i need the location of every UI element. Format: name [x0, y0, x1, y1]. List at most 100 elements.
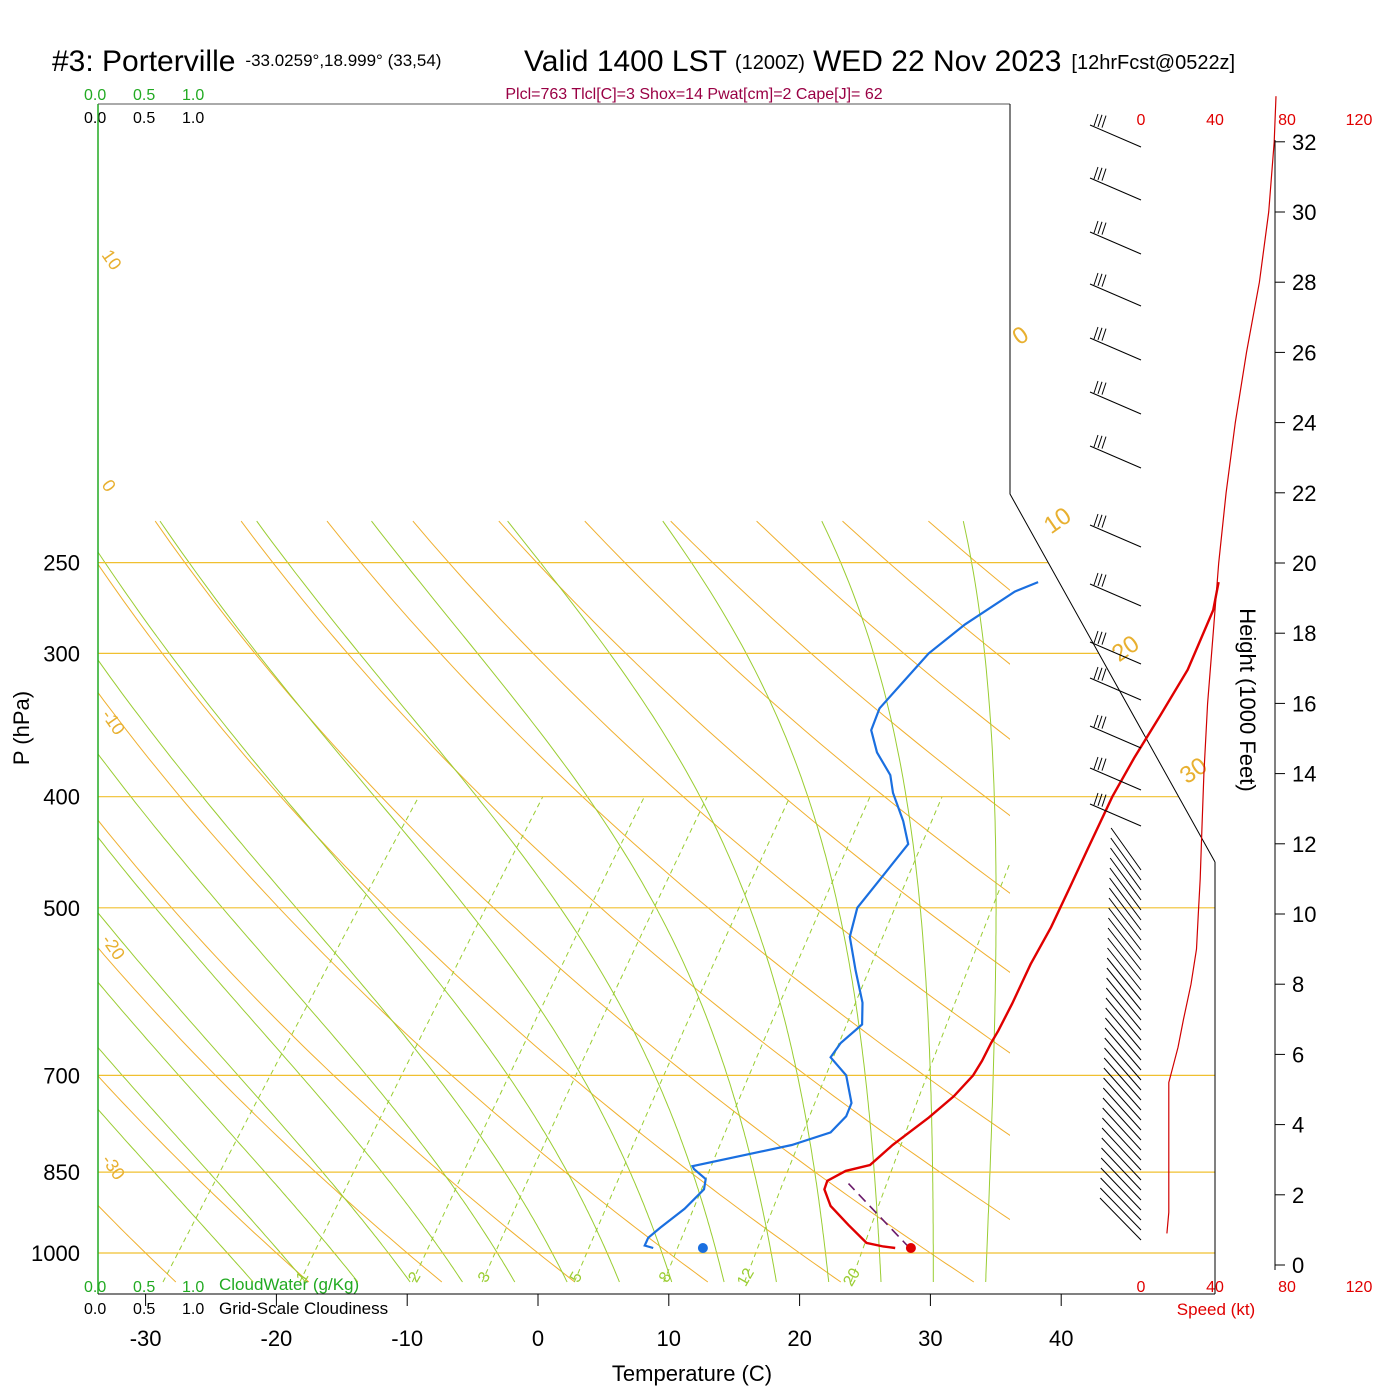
moist-adiabat: [98, 912, 411, 1283]
mixing-ratio-label: 12: [734, 1265, 758, 1289]
wind-barb-flag: [1101, 632, 1107, 645]
wind-barb: [1102, 1107, 1142, 1151]
dry-adiabat-label: 10: [1039, 502, 1076, 539]
wind-barb-flag: [1093, 666, 1099, 680]
mixing-ratio-label: 5: [567, 1269, 586, 1285]
moist-adiabat: [98, 551, 620, 1283]
cloudwater-label: CloudWater (g/Kg): [219, 1275, 359, 1294]
station-coordinates: -33.0259°,18.999° (33,54): [245, 51, 441, 70]
height-tick-label: 0: [1292, 1253, 1304, 1278]
wind-barb: [1105, 987, 1142, 1031]
wind-barb: [1089, 445, 1142, 469]
temperature-tick-label: -10: [391, 1326, 423, 1351]
isobars: [98, 561, 1215, 1254]
station-title: #3: Porterville: [52, 45, 235, 78]
wind-barb: [1101, 1127, 1142, 1171]
cloudwater-tick: 0.5: [133, 87, 155, 104]
wind-barb-flag: [1093, 714, 1099, 728]
wind-barb: [1089, 231, 1142, 255]
wind-barb: [1101, 1137, 1142, 1181]
surface-temperature-marker: [905, 1243, 916, 1253]
moist-adiabat: [371, 520, 777, 1283]
dry-adiabats: [98, 520, 1400, 1283]
wind-barb-flag: [1101, 758, 1107, 771]
wind-barb: [1110, 827, 1142, 871]
wind-barb: [1089, 391, 1142, 415]
speed-tick: 0: [1137, 112, 1146, 129]
mixing-ratio-label: 2: [405, 1269, 424, 1285]
dry-adiabat: [98, 1204, 177, 1283]
wind-barb-flag: [1097, 573, 1103, 586]
wind-speed-scale-top: 0 40 80 120: [1137, 112, 1373, 129]
moist-adiabat: [98, 659, 568, 1283]
wind-barb-flag: [1093, 326, 1099, 340]
dry-adiabat-label: -20: [98, 931, 129, 964]
wind-barb-flag: [1097, 667, 1103, 680]
wind-speed-profile: [1166, 96, 1277, 1234]
wind-barb-flag: [1097, 793, 1103, 806]
cloudiness-tick: 1.0: [182, 1301, 204, 1318]
wind-barb-flag: [1093, 756, 1099, 770]
wind-barb-flag: [1093, 434, 1099, 448]
height-tick-label: 24: [1292, 411, 1316, 436]
mixing-ratio-line: [663, 796, 871, 1283]
temperature-tick-label: 20: [787, 1326, 811, 1351]
speed-tick: 120: [1346, 1279, 1373, 1296]
wind-barb: [1104, 1037, 1142, 1081]
wind-barb: [1107, 927, 1142, 971]
zulu-time: (1200Z): [735, 52, 805, 74]
temperature-tick-label: 40: [1049, 1326, 1073, 1351]
mixing-ratio-line: [162, 796, 420, 1283]
height-axis-label: Height (1000 Feet): [1235, 608, 1260, 791]
wind-barb: [1089, 337, 1142, 361]
wind-barb: [1089, 177, 1142, 201]
dry-adiabat-label: 30: [1175, 752, 1212, 789]
mixing-ratio-line: [744, 796, 943, 1283]
height-tick-label: 28: [1292, 270, 1316, 295]
wind-barb-flag: [1101, 515, 1107, 528]
height-tick-label: 6: [1292, 1042, 1304, 1067]
wind-barb-flag: [1097, 715, 1103, 728]
mixing-ratio-line: [299, 796, 544, 1283]
pressure-tick-label: 700: [43, 1063, 80, 1088]
moist-adiabat: [98, 981, 359, 1283]
wind-barb: [1102, 1097, 1142, 1141]
wind-barb: [1106, 967, 1142, 1011]
dry-adiabat: [1014, 521, 1400, 1282]
wind-barb-flag: [1101, 716, 1107, 729]
speed-tick: 40: [1206, 112, 1224, 129]
dry-adiabat: [584, 520, 1010, 894]
cloudwater-tick: 0.5: [133, 1279, 155, 1296]
wind-barb: [1108, 917, 1142, 961]
forecast-run: [12hrFcst@0522z]: [1071, 52, 1235, 74]
height-tick-label: 10: [1292, 902, 1316, 927]
wind-barb: [1105, 1007, 1142, 1051]
dry-adiabat: [154, 520, 975, 1283]
speed-tick: 120: [1346, 112, 1373, 129]
wind-barb-flag: [1093, 380, 1099, 394]
wind-barb: [1089, 677, 1142, 701]
dry-adiabat: [498, 520, 1010, 973]
wind-barb: [1089, 725, 1142, 749]
cloudwater-tick: 0.0: [84, 87, 106, 104]
moist-adiabat: [256, 520, 725, 1283]
wind-barb-flag: [1101, 274, 1107, 287]
pressure-tick-label: 400: [43, 785, 80, 810]
wind-barb-flag: [1093, 220, 1099, 234]
cloud-scale-top: 0.0 0.5 1.0 0.0 0.5 1.0: [84, 87, 204, 127]
moist-adiabat: [159, 520, 673, 1283]
dry-adiabat-label: 0: [98, 476, 120, 496]
wind-barb: [1100, 1157, 1142, 1201]
height-tick-label: 20: [1292, 551, 1316, 576]
moist-adiabat: [1038, 521, 1081, 1282]
wind-barb-flag: [1097, 631, 1103, 644]
height-tick-label: 2: [1292, 1183, 1304, 1208]
wind-barbs: [1089, 113, 1142, 1241]
moist-adiabat: [962, 520, 997, 1283]
wind-barb: [1108, 897, 1142, 941]
pressure-tick-label: 850: [43, 1160, 80, 1185]
forecast-date: WED 22 Nov 2023: [813, 45, 1061, 78]
wind-barb-flag: [1097, 167, 1103, 180]
moist-adiabat: [98, 836, 463, 1283]
